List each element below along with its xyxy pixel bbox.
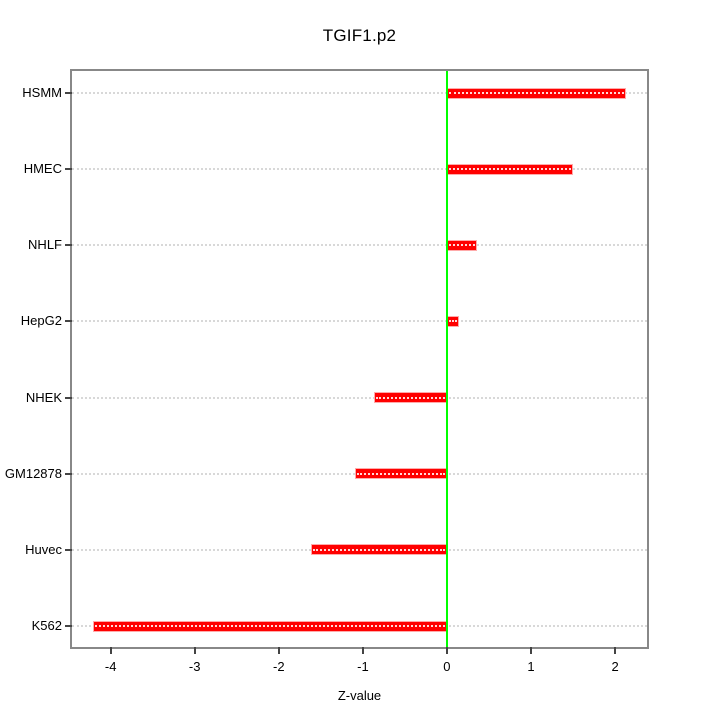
gridline [72,92,647,94]
y-axis-tick [65,396,72,399]
x-axis-tick-label: 2 [611,659,619,674]
x-axis-tick [614,647,617,654]
bar-grid-dots [448,244,476,247]
x-axis-tick [530,647,532,654]
y-axis-tick [65,625,72,627]
x-axis-tick [445,647,448,654]
x-axis-tick [109,647,112,654]
x-axis-tick [361,647,364,654]
y-axis-tick [65,244,72,247]
gridline [72,320,647,323]
y-axis-label: HSMM [22,85,62,100]
gridline [72,396,647,399]
x-axis-tick-label: -4 [104,659,117,674]
y-axis-tick [65,548,72,551]
x-axis-tick-label: 1 [527,659,535,674]
zero-line [445,71,448,647]
bar-grid-dots [95,625,445,627]
bar-hsmm [446,87,626,99]
y-axis-label: NHEK [25,389,62,405]
bar-gm12878 [355,468,447,480]
x-axis-tick-label: -2 [273,659,285,674]
x-axis-tick-label: -1 [357,659,369,674]
plot-box [70,69,649,649]
x-axis-tick-label: 0 [443,659,451,674]
bar-grid-dots [312,548,445,551]
gridline [72,168,647,171]
x-axis-tick-label: -3 [188,659,201,674]
y-axis-label: K562 [31,618,62,633]
bar-huvec [310,544,447,556]
bar-grid-dots [375,396,445,399]
y-axis-tick [65,472,72,475]
x-axis-title: Z-value [337,688,382,703]
y-axis-tick [65,168,72,171]
bar-k562 [93,620,447,632]
bar-hmec [446,163,573,175]
y-axis-label: HMEC [23,161,62,177]
bar-hepg2 [446,315,459,327]
bar-grid-dots [357,472,445,475]
plot-area [72,71,647,647]
bar-nhlf [446,239,478,251]
x-axis-tick [193,647,196,654]
y-axis-tick [65,320,72,323]
y-axis-label: Huvec [25,541,62,557]
bar-grid-dots [448,168,571,171]
bar-grid-dots [448,92,624,94]
bar-grid-dots [448,320,457,323]
y-axis-label: NHLF [28,237,62,253]
bar-nhek [373,392,447,404]
x-axis-tick [277,647,280,654]
y-axis-tick [65,92,72,94]
gridline [72,244,647,247]
chart-title: TGIF1.p2 [322,26,397,45]
y-axis-label: GM12878 [4,465,62,481]
y-axis-label: HepG2 [20,313,62,329]
